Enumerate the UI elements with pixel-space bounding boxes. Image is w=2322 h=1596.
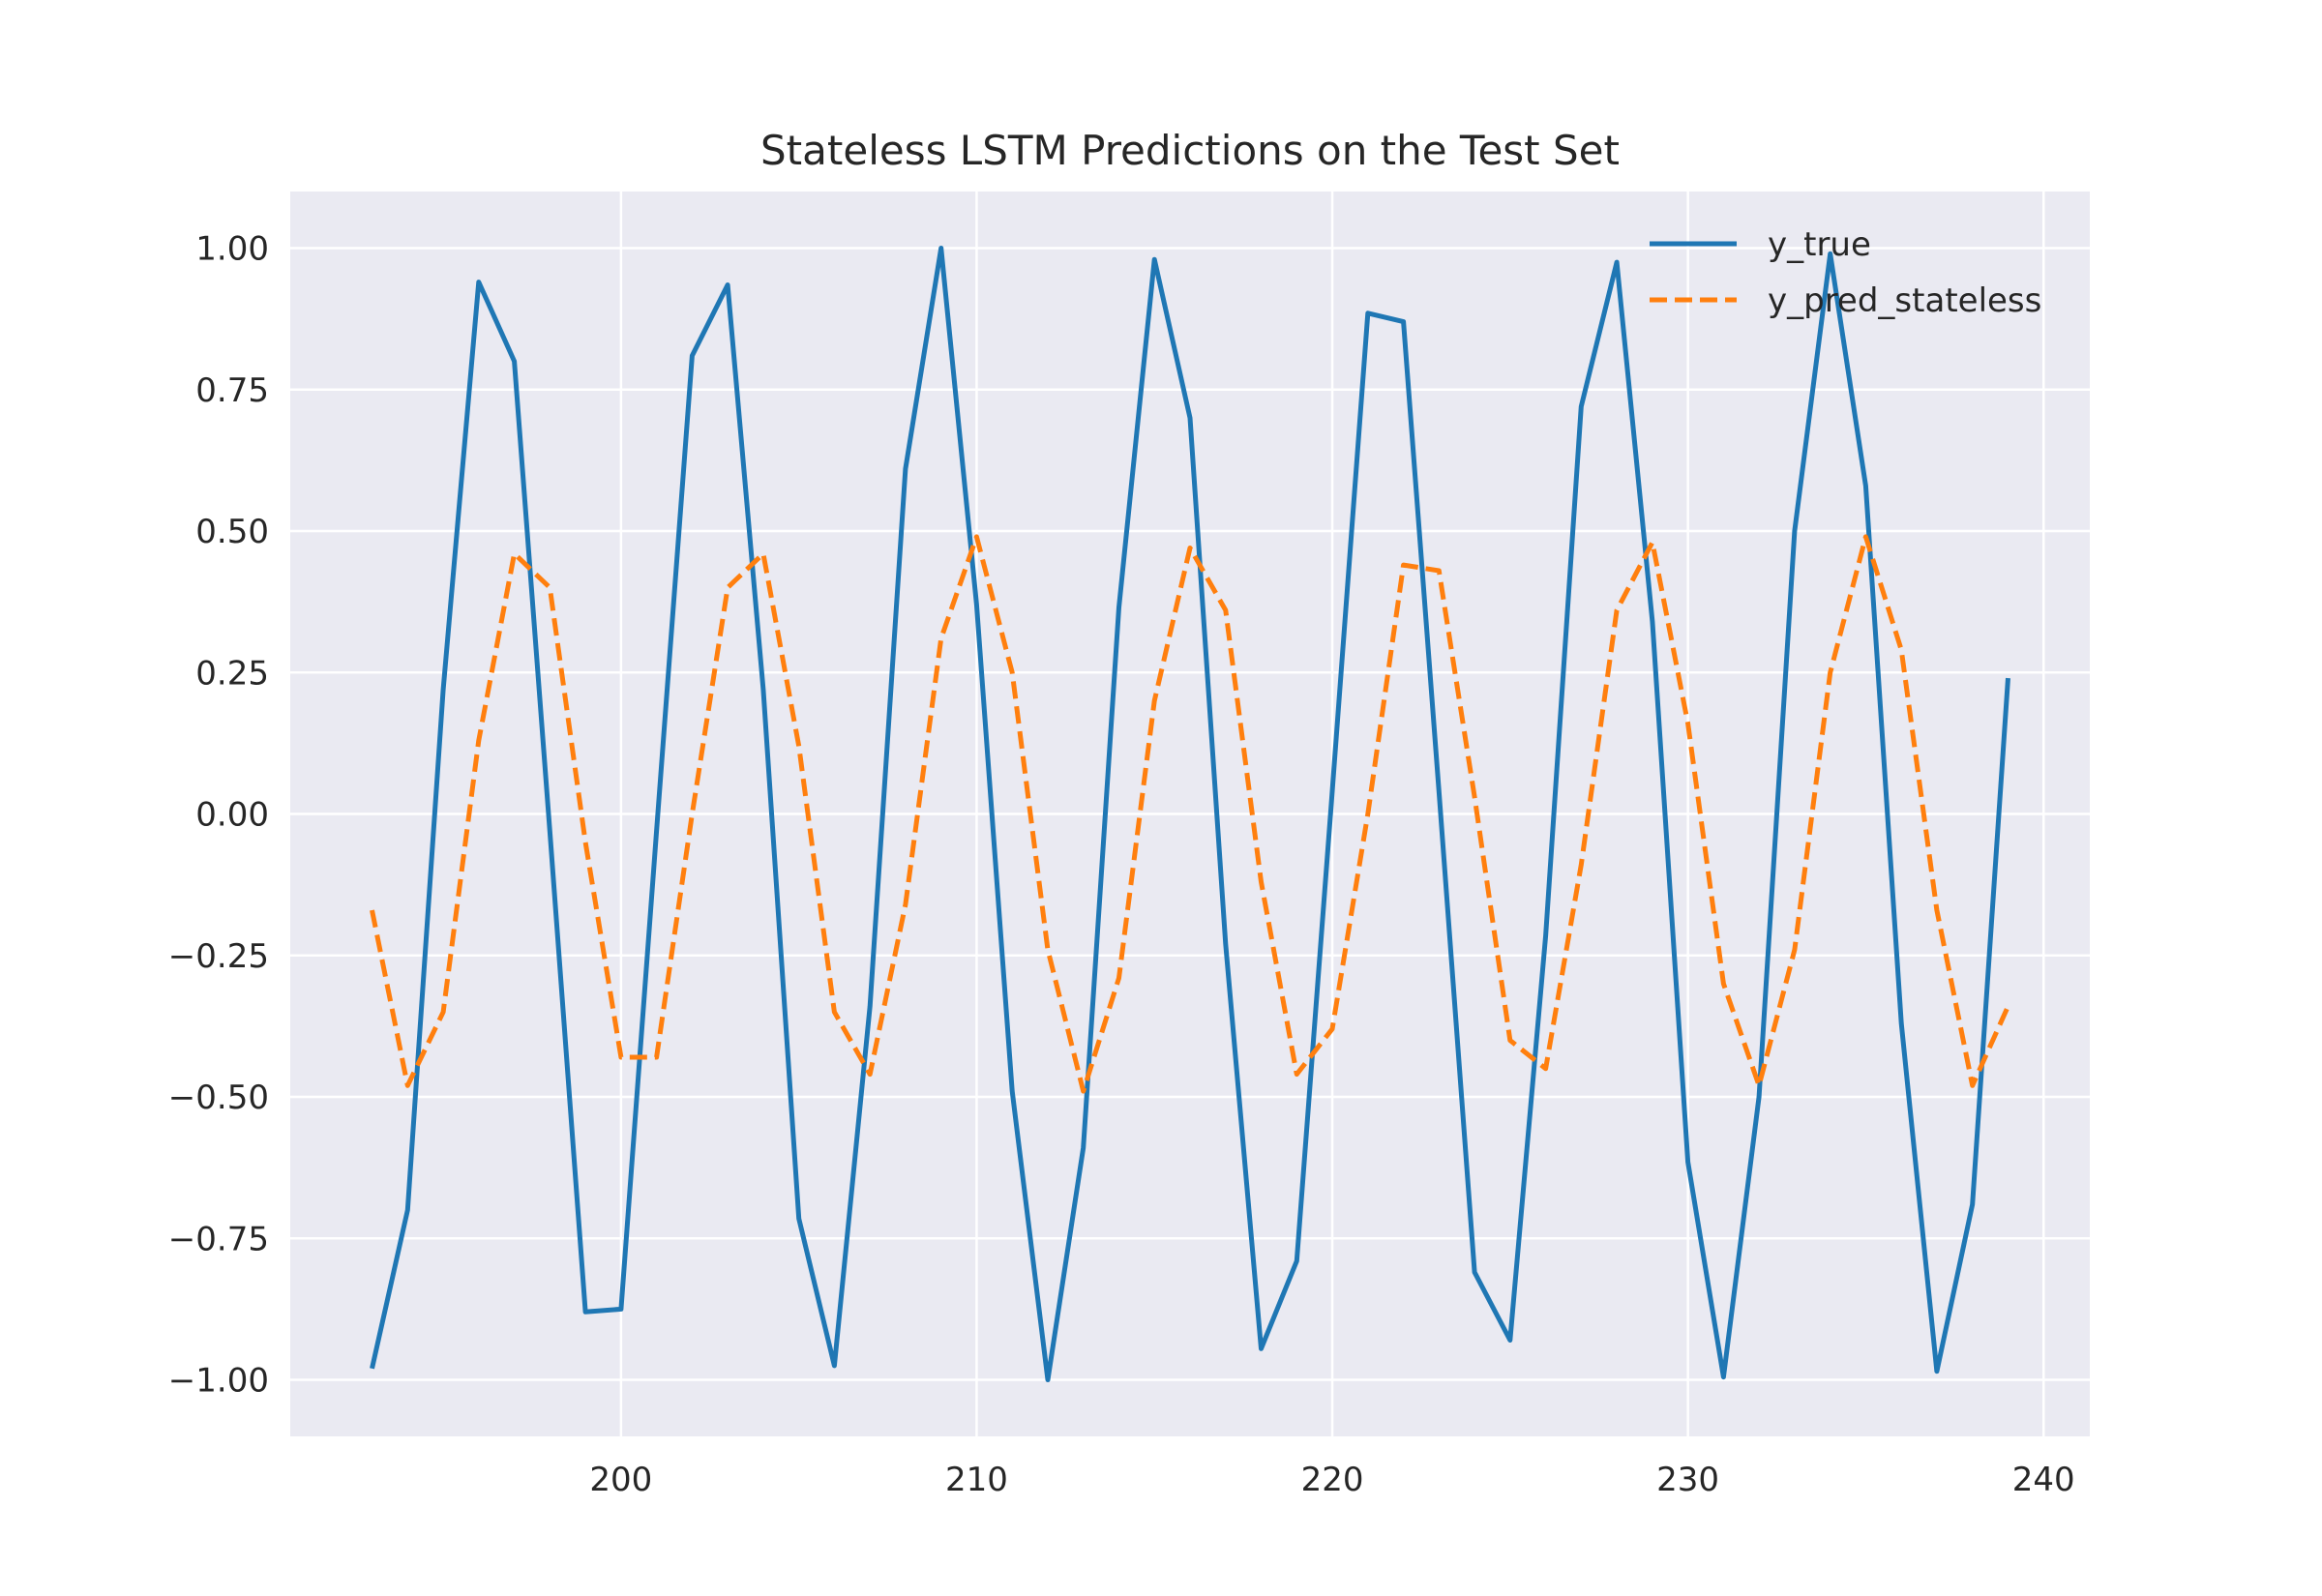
series-lines	[370, 246, 2010, 1382]
y-tick-label: 1.00	[195, 230, 269, 269]
series-line-y-pred-stateless	[370, 534, 2010, 1094]
y-tick-label: −0.25	[168, 937, 269, 976]
x-tick-label: 240	[2012, 1461, 2075, 1499]
y-tick-label: 0.25	[195, 654, 269, 693]
y-tick-label: 0.00	[195, 796, 269, 835]
x-tick-label: 220	[1301, 1461, 1364, 1499]
x-axis-ticks: 200 210 220 230 240	[589, 1461, 2074, 1499]
chart-title: Stateless LSTM Predictions on the Test S…	[760, 127, 1620, 174]
y-tick-label: −1.00	[168, 1362, 269, 1401]
series-line-y-true	[370, 246, 2010, 1382]
x-tick-label: 230	[1656, 1461, 1719, 1499]
legend: y_true y_pred_stateless	[1650, 225, 2041, 320]
legend-label-y-pred-stateless: y_pred_stateless	[1768, 281, 2041, 320]
legend-label-y-true: y_true	[1768, 225, 1871, 264]
y-tick-label: 0.75	[195, 371, 269, 410]
x-tick-label: 210	[945, 1461, 1008, 1499]
x-tick-label: 200	[589, 1461, 652, 1499]
y-axis-ticks: 1.00 0.75 0.50 0.25 0.00 −0.25 −0.50 −0.75 −1.00	[168, 230, 269, 1401]
y-tick-label: −0.75	[168, 1220, 269, 1258]
y-tick-label: 0.50	[195, 513, 269, 551]
y-tick-label: −0.50	[168, 1079, 269, 1117]
